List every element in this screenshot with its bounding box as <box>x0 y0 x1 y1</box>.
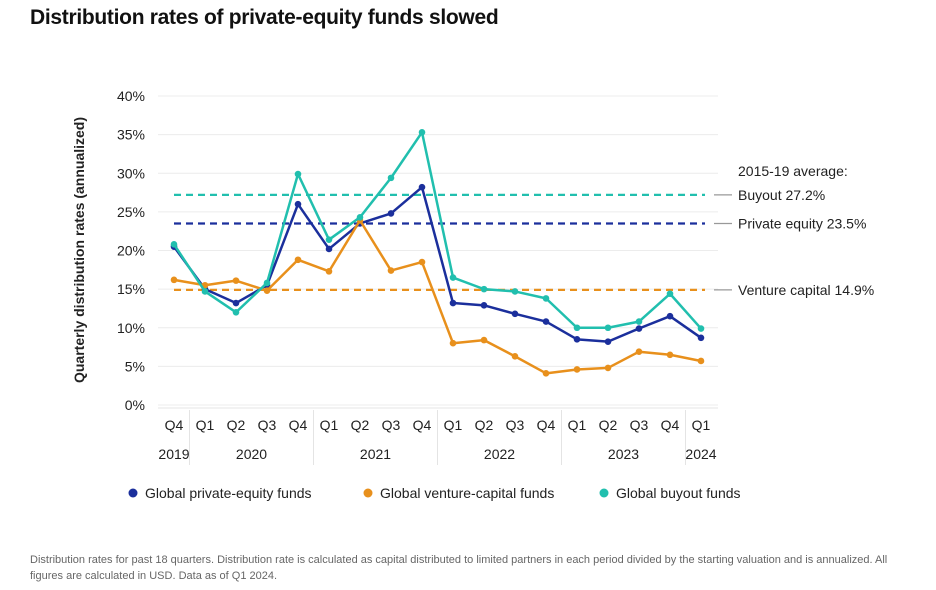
data-point <box>542 318 550 325</box>
data-point <box>232 299 240 307</box>
legend-label: Global buyout funds <box>616 485 741 501</box>
data-point <box>294 170 302 178</box>
y-tick-label: 20% <box>117 243 145 259</box>
y-tick-label: 30% <box>117 165 145 181</box>
x-tick-label: Q4 <box>661 417 680 433</box>
y-tick-label: 15% <box>117 281 145 297</box>
x-tick-label: Q1 <box>320 417 339 433</box>
legend-label: Global private-equity funds <box>145 485 312 501</box>
data-point <box>325 236 333 243</box>
x-year-label: 2019 <box>158 446 189 462</box>
x-year-label: 2022 <box>484 446 515 462</box>
y-axis-label: Quarterly distribution rates (annualized… <box>71 117 87 383</box>
x-tick-label: Q3 <box>506 417 525 433</box>
y-tick-label: 0% <box>125 397 145 413</box>
data-point <box>387 267 395 274</box>
data-point <box>418 183 426 191</box>
data-point <box>263 287 271 294</box>
data-point <box>387 210 395 217</box>
data-point <box>294 256 302 264</box>
averages-title: 2015-19 average: <box>738 163 848 179</box>
data-point <box>232 277 240 284</box>
data-point <box>387 174 395 182</box>
y-tick-label: 40% <box>117 88 145 104</box>
x-tick-label: Q1 <box>568 417 587 433</box>
data-point <box>666 290 674 298</box>
x-tick-label: Q2 <box>227 417 246 433</box>
data-point <box>418 258 426 266</box>
data-point <box>325 245 333 253</box>
legend-marker <box>363 488 373 498</box>
data-point <box>666 312 674 320</box>
data-point <box>635 348 643 355</box>
legend-marker <box>128 488 138 498</box>
x-year-label: 2024 <box>685 446 716 462</box>
data-point <box>449 339 457 347</box>
data-point <box>449 274 457 281</box>
data-point <box>511 353 519 360</box>
x-tick-label: Q2 <box>351 417 370 433</box>
data-point <box>418 129 426 136</box>
series-line <box>172 131 702 330</box>
x-tick-label: Q3 <box>258 417 277 433</box>
x-tick-label: Q4 <box>413 417 432 433</box>
x-tick-label: Q1 <box>444 417 463 433</box>
data-point <box>170 241 178 248</box>
data-point <box>170 276 178 284</box>
x-tick-label: Q1 <box>692 417 711 433</box>
x-tick-label: Q3 <box>630 417 649 433</box>
x-year-label: 2023 <box>608 446 639 462</box>
y-tick-label: 10% <box>117 320 145 336</box>
data-point <box>666 351 674 359</box>
data-point <box>449 299 457 307</box>
x-year-label: 2020 <box>236 446 267 462</box>
data-point <box>697 357 705 365</box>
data-point <box>511 310 519 318</box>
data-point <box>356 213 364 221</box>
average-label: Venture capital 14.9% <box>738 282 874 298</box>
data-point <box>511 288 519 295</box>
data-point <box>480 336 488 344</box>
data-point <box>573 366 581 373</box>
data-point <box>697 334 705 342</box>
data-point <box>263 279 271 287</box>
x-tick-label: Q1 <box>196 417 215 433</box>
average-label: Private equity 23.5% <box>738 215 866 231</box>
y-tick-label: 25% <box>117 204 145 220</box>
data-point <box>573 336 581 343</box>
legend-marker <box>599 488 609 498</box>
y-tick-label: 5% <box>125 358 145 374</box>
average-label: Buyout 27.2% <box>738 187 825 203</box>
data-point <box>232 309 240 316</box>
legend-label: Global venture-capital funds <box>380 485 554 501</box>
data-point <box>294 200 302 208</box>
chart-title: Distribution rates of private-equity fun… <box>30 6 499 29</box>
data-point <box>325 268 333 275</box>
data-point <box>697 325 705 332</box>
line-chart: 0% 5% 10% 15% 20% 25% 30% 35% 40% Quarterly distr… <box>71 88 874 501</box>
data-point <box>542 370 550 377</box>
data-point <box>635 318 643 325</box>
data-point <box>480 285 488 293</box>
x-tick-label: Q2 <box>599 417 618 433</box>
data-point <box>480 302 488 309</box>
y-tick-label: 35% <box>117 127 145 143</box>
data-point <box>604 364 612 372</box>
data-point <box>542 295 550 302</box>
x-tick-label: Q4 <box>165 417 184 433</box>
x-tick-label: Q4 <box>289 417 308 433</box>
data-point <box>604 338 612 345</box>
data-point <box>201 288 209 295</box>
x-year-label: 2021 <box>360 446 391 462</box>
x-tick-label: Q2 <box>475 417 494 433</box>
x-tick-label: Q3 <box>382 417 401 433</box>
footnote: Distribution rates for past 18 quarters.… <box>30 554 888 582</box>
data-point <box>635 325 643 332</box>
x-tick-label: Q4 <box>537 417 556 433</box>
data-point <box>604 324 612 332</box>
data-point <box>573 324 581 332</box>
